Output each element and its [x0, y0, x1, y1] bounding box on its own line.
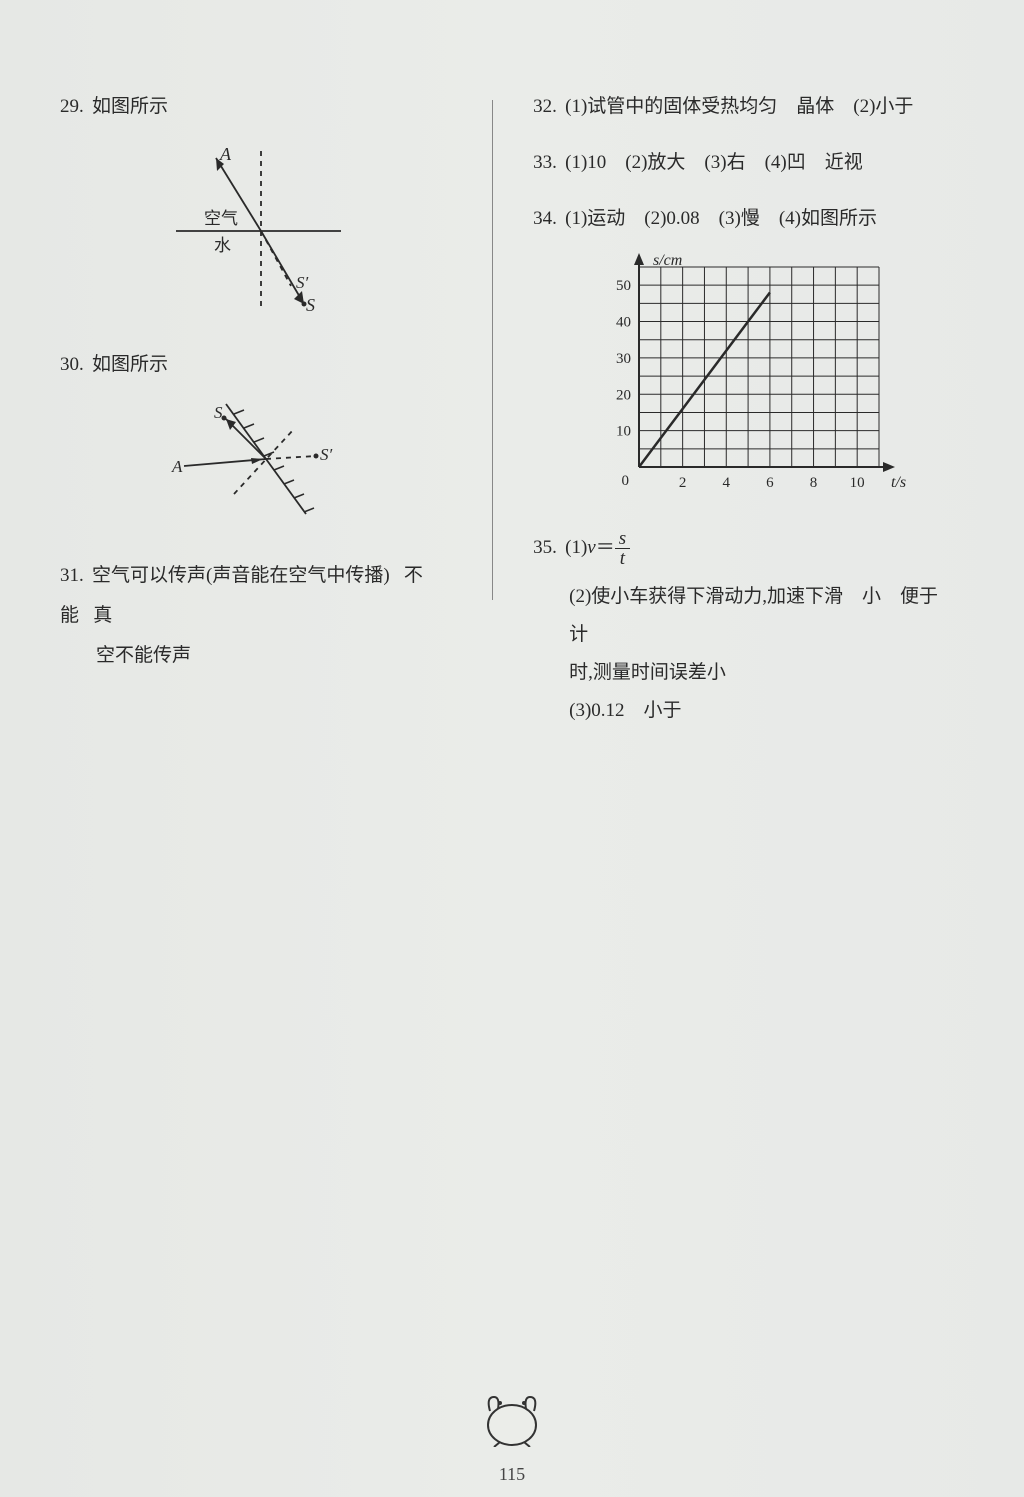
svg-text:10: 10	[850, 475, 865, 491]
q35-var-v: v	[587, 537, 595, 558]
q29-label-S: S	[306, 295, 315, 315]
q30-number: 30.	[60, 348, 92, 382]
q35-eq: ＝	[596, 537, 615, 558]
q30-intro: 如图所示	[92, 354, 168, 375]
page-badge-icon	[472, 1387, 552, 1447]
question-33: 33.(1)10 (2)放大 (3)右 (4)凹 近视	[533, 146, 954, 180]
question-35: 35.(1)v＝ s t (2)使小车获得下滑动力,加速下滑 小 便于计 时,测…	[533, 529, 954, 730]
question-29: 29.如图所示 A 空气 水 S′ S	[60, 90, 452, 326]
q35-p2-text: (2)使小车获得下滑动力,加速下滑 小 便于计	[569, 586, 938, 645]
q30-label-A: A	[171, 457, 183, 476]
q34-number: 34.	[533, 202, 565, 236]
svg-text:8: 8	[810, 475, 818, 491]
q32-number: 32.	[533, 90, 565, 124]
q29-label-water: 水	[214, 236, 231, 255]
svg-text:10: 10	[616, 423, 631, 439]
q29-label-Sprime: S′	[296, 273, 309, 292]
q30-mirror-diagram: A S S′	[146, 394, 366, 534]
q35-number: 35.	[533, 531, 565, 565]
svg-text:50: 50	[616, 278, 631, 294]
svg-text:40: 40	[616, 314, 631, 330]
q31-text-c: 真	[93, 605, 112, 626]
svg-text:0: 0	[622, 473, 630, 489]
q30-label-Sprime: S′	[320, 445, 333, 464]
q29-number: 29.	[60, 90, 92, 124]
q35-frac-num: s	[615, 529, 630, 549]
q29-refraction-diagram: A 空气 水 S′ S	[146, 136, 366, 326]
svg-text:4: 4	[723, 475, 731, 491]
q35-frac-den: t	[615, 549, 630, 568]
svg-text:t/s: t/s	[891, 474, 906, 491]
q31-text-a: 空气可以传声(声音能在空气中传播)	[92, 565, 390, 586]
q34-chart: 2 4 6 8 10 10 20 30 40 50 0 s/cm t/s	[589, 249, 919, 495]
svg-text:20: 20	[616, 387, 631, 403]
question-30: 30.如图所示	[60, 348, 452, 534]
left-column: 29.如图所示 A 空气 水 S′ S	[60, 90, 462, 752]
q35-p2: (2)使小车获得下滑动力,加速下滑 小 便于计	[533, 578, 954, 654]
question-32: 32.(1)试管中的固体受热均匀 晶体 (2)小于	[533, 90, 954, 124]
q33-text: (1)10 (2)放大 (3)右 (4)凹 近视	[565, 152, 863, 173]
q29-label-air: 空气	[204, 209, 238, 228]
q35-p2b: 时,测量时间误差小	[533, 654, 954, 692]
svg-text:s/cm: s/cm	[653, 252, 682, 269]
q35-p3: (3)0.12 小于	[533, 692, 954, 730]
q31-number: 31.	[60, 556, 92, 596]
q34-text: (1)运动 (2)0.08 (3)慢 (4)如图所示	[565, 208, 877, 229]
q33-number: 33.	[533, 146, 565, 180]
svg-text:2: 2	[679, 475, 687, 491]
right-column: 32.(1)试管中的固体受热均匀 晶体 (2)小于 33.(1)10 (2)放大…	[523, 90, 954, 752]
q31-line2: 空不能传声	[60, 636, 452, 676]
svg-text:6: 6	[766, 475, 774, 491]
svg-text:30: 30	[616, 350, 631, 366]
q35-p1-prefix: (1)	[565, 537, 587, 558]
q29-intro: 如图所示	[92, 96, 168, 117]
question-31: 31.空气可以传声(声音能在空气中传播) 不能 真 空不能传声	[60, 556, 452, 676]
q29-label-A: A	[219, 144, 232, 164]
q30-label-S: S	[214, 403, 223, 422]
question-34: 34.(1)运动 (2)0.08 (3)慢 (4)如图所示 2 4 6 8 10 10 20…	[533, 202, 954, 506]
q32-text: (1)试管中的固体受热均匀 晶体 (2)小于	[565, 96, 913, 117]
column-divider	[492, 100, 493, 600]
page-number: 115	[499, 1464, 525, 1485]
